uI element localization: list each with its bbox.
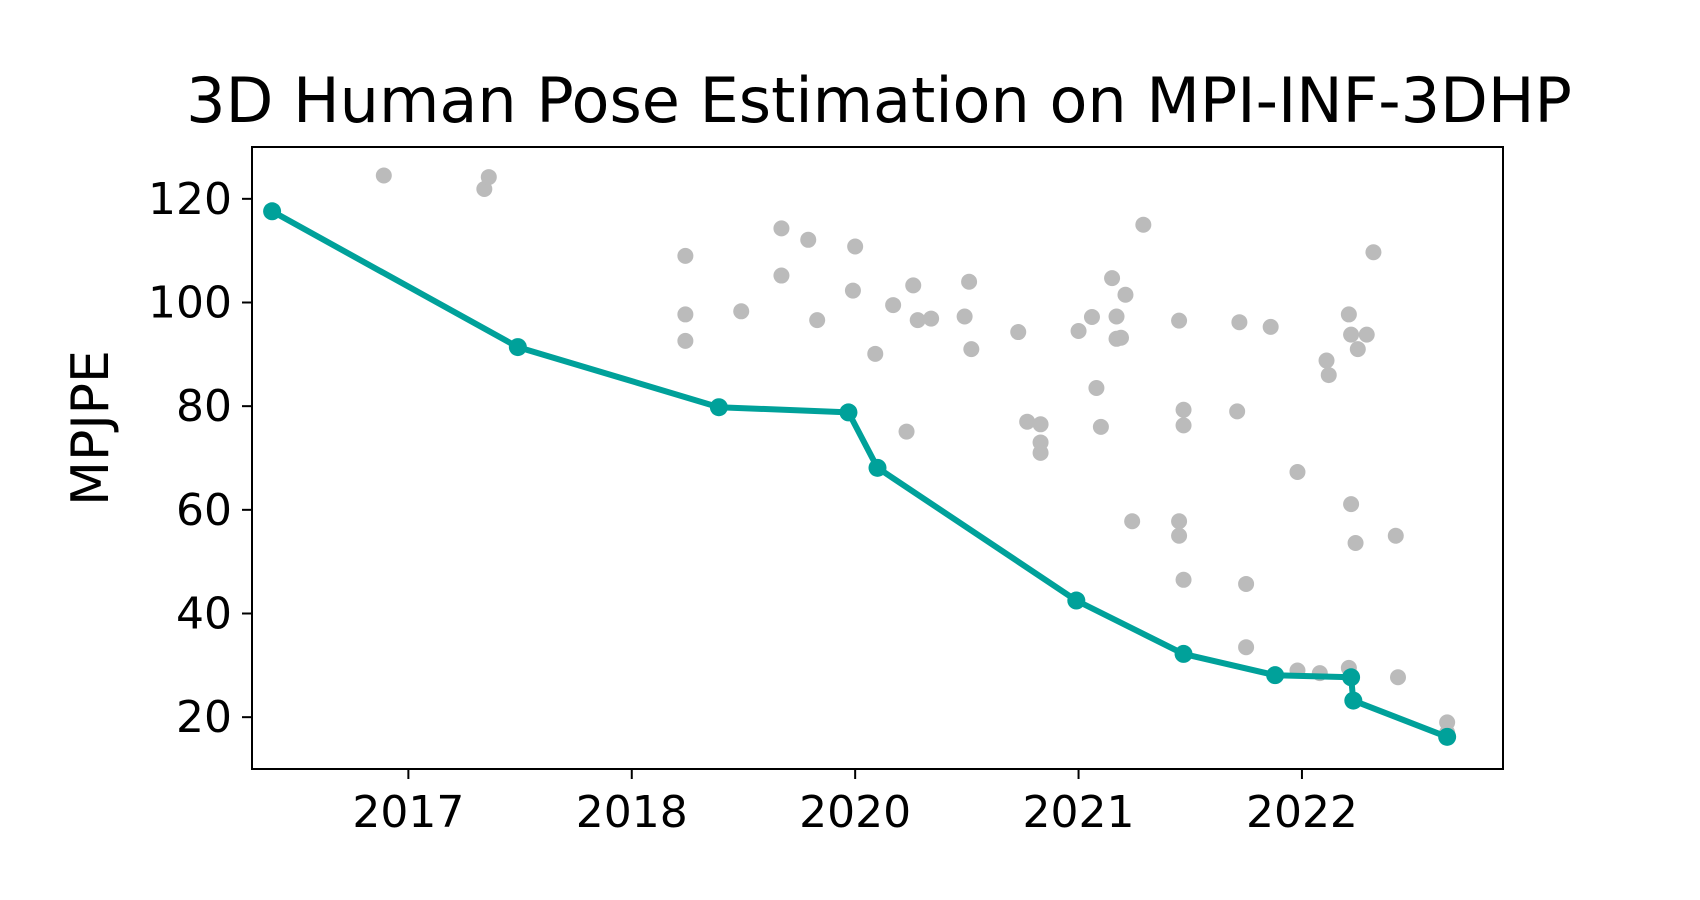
data-point — [1318, 352, 1335, 369]
sota-point — [1438, 727, 1457, 746]
x-ticks: 2017 2018 2020 2021 2022 — [352, 769, 1358, 838]
data-point — [847, 238, 864, 255]
data-point — [898, 423, 915, 440]
data-point — [1175, 417, 1192, 434]
data-point — [1343, 326, 1360, 343]
other-papers-points — [375, 167, 1456, 741]
data-point — [1108, 308, 1125, 325]
data-point — [1032, 416, 1049, 433]
sota-point — [1342, 668, 1361, 687]
data-point — [773, 267, 790, 284]
data-point — [1092, 418, 1109, 435]
data-point — [923, 310, 940, 327]
data-point — [1070, 323, 1087, 340]
y-tick-label: 20 — [176, 692, 232, 743]
data-point — [1175, 401, 1192, 418]
sota-point — [868, 458, 887, 477]
data-point — [867, 345, 884, 362]
data-point — [1112, 329, 1129, 346]
x-tick-label: 2022 — [1246, 787, 1358, 838]
data-point — [844, 282, 861, 299]
sota-point — [1067, 591, 1086, 610]
data-point — [905, 277, 922, 294]
data-point — [1238, 575, 1255, 592]
sota-point — [508, 338, 527, 357]
data-point — [375, 167, 392, 184]
data-point — [1340, 306, 1357, 323]
data-point — [961, 273, 978, 290]
y-tick-label: 100 — [148, 278, 232, 329]
data-point — [1231, 314, 1248, 331]
data-point — [733, 303, 750, 320]
sota-point — [1174, 644, 1193, 663]
data-point — [1262, 318, 1279, 335]
y-tick-label: 60 — [176, 485, 232, 536]
sota-point — [263, 202, 282, 221]
data-point — [909, 312, 926, 329]
x-tick-label: 2021 — [1023, 787, 1135, 838]
data-point — [1019, 413, 1036, 430]
plot-area-frame — [251, 146, 1504, 770]
data-point — [1032, 444, 1049, 461]
data-point — [1171, 513, 1188, 530]
data-point — [956, 308, 973, 325]
data-point — [1349, 341, 1366, 358]
data-point — [1320, 367, 1337, 384]
sota-point — [709, 398, 728, 417]
data-point — [1135, 216, 1152, 233]
y-tick-label: 80 — [176, 381, 232, 432]
x-tick-label: 2020 — [799, 787, 911, 838]
data-point — [1289, 463, 1306, 480]
data-point — [480, 169, 497, 186]
data-point — [1387, 527, 1404, 544]
data-point — [1358, 326, 1375, 343]
data-point — [1238, 639, 1255, 656]
data-point — [1010, 324, 1027, 341]
data-point — [1347, 535, 1364, 552]
data-point — [1117, 286, 1134, 303]
x-tick-label: 2017 — [352, 787, 464, 838]
sota-point — [1266, 666, 1285, 685]
x-tick-label: 2018 — [576, 787, 688, 838]
data-point — [885, 297, 902, 314]
data-point — [1343, 496, 1360, 513]
sota-point — [839, 403, 858, 422]
data-point — [1365, 244, 1382, 261]
data-point — [677, 332, 694, 349]
data-point — [677, 306, 694, 323]
data-point — [1124, 513, 1141, 530]
data-point — [1229, 403, 1246, 420]
data-point — [800, 231, 817, 248]
data-point — [1171, 312, 1188, 329]
sota-point — [1344, 691, 1363, 710]
data-point — [1083, 309, 1100, 326]
data-point — [1390, 669, 1407, 686]
data-point — [963, 341, 980, 358]
data-point — [773, 220, 790, 237]
data-point — [677, 247, 694, 264]
data-point — [1104, 270, 1121, 287]
data-point — [1175, 571, 1192, 588]
data-point — [1171, 527, 1188, 544]
y-tick-label: 120 — [148, 174, 232, 225]
chart-title: 3D Human Pose Estimation on MPI-INF-3DHP — [186, 64, 1572, 137]
y-axis-label: MPJPE — [61, 350, 121, 506]
state-of-the-art-series — [263, 202, 1457, 746]
data-point — [809, 312, 826, 329]
y-ticks: 20 40 60 80 100 120 — [148, 174, 252, 743]
data-point — [1088, 380, 1105, 397]
y-tick-label: 40 — [176, 589, 232, 640]
